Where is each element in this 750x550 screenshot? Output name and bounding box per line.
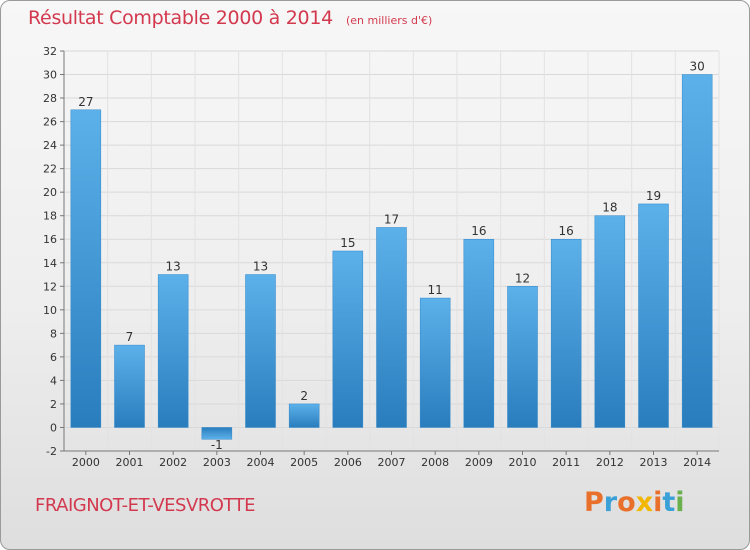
data-label: 2 <box>300 389 308 403</box>
bar <box>114 344 145 428</box>
y-tick-label: 10 <box>43 304 57 317</box>
chart-title: Résultat Comptable 2000 à 2014 <box>28 7 333 29</box>
y-tick-label: -2 <box>46 445 57 458</box>
bar <box>288 403 320 428</box>
data-label: 27 <box>78 95 93 109</box>
x-tick-label: 2006 <box>334 456 362 469</box>
bar <box>332 250 364 428</box>
bar <box>463 238 495 428</box>
data-label: 19 <box>646 189 661 203</box>
logo-letter: t <box>662 487 676 518</box>
logo-letter: P <box>584 487 604 518</box>
data-label: 13 <box>253 260 268 274</box>
y-tick-label: 6 <box>50 351 57 364</box>
data-label: 16 <box>559 224 574 238</box>
data-label: -1 <box>211 438 223 452</box>
bar <box>419 297 451 428</box>
y-tick-label: 18 <box>43 210 57 223</box>
bar <box>245 274 276 428</box>
y-tick-label: 22 <box>43 163 57 176</box>
x-tick-label: 2001 <box>116 456 144 469</box>
data-label: 17 <box>384 212 399 226</box>
data-label: 18 <box>602 201 617 215</box>
x-tick-label: 2011 <box>552 456 580 469</box>
chart-unit: (en milliers d'€) <box>345 14 433 27</box>
logo-letter: i <box>653 487 663 518</box>
y-tick-label: 28 <box>43 92 57 105</box>
x-tick-label: 2004 <box>247 456 275 469</box>
y-tick-label: 0 <box>50 421 57 434</box>
logo-letter: x <box>635 487 654 518</box>
x-tick-label: 2009 <box>465 456 493 469</box>
x-tick-label: 2008 <box>421 456 449 469</box>
x-tick-label: 2014 <box>683 456 711 469</box>
y-tick-label: 20 <box>43 186 57 199</box>
bar <box>201 427 233 440</box>
data-label: 13 <box>166 260 181 274</box>
y-tick-label: 16 <box>43 233 57 246</box>
x-tick-label: 2002 <box>159 456 187 469</box>
x-tick-label: 2003 <box>203 456 231 469</box>
y-tick-label: 4 <box>50 374 57 387</box>
bar <box>376 227 407 428</box>
data-label: 12 <box>515 271 530 285</box>
proxiti-logo: Proxiti <box>584 487 685 518</box>
y-tick-label: 8 <box>50 327 57 340</box>
logo-letter: o <box>617 487 636 518</box>
bar <box>638 203 669 428</box>
y-tick-label: 14 <box>43 257 57 270</box>
place-name: FRAIGNOT-ET-VESVROTTE <box>35 495 255 516</box>
data-label: 11 <box>428 283 443 297</box>
y-tick-label: 2 <box>50 398 57 411</box>
y-tick-label: 32 <box>43 45 57 58</box>
x-tick-label: 2010 <box>509 456 537 469</box>
y-tick-label: 12 <box>43 280 57 293</box>
x-tick-label: 2005 <box>290 456 318 469</box>
bar <box>550 238 582 428</box>
bar <box>70 109 102 428</box>
x-tick-label: 2000 <box>72 456 100 469</box>
x-tick-label: 2013 <box>640 456 668 469</box>
bar <box>681 74 713 428</box>
data-label: 7 <box>126 330 134 344</box>
y-tick-label: 24 <box>43 139 57 152</box>
bar <box>507 286 538 428</box>
y-tick-label: 30 <box>43 69 57 82</box>
logo-letter: r <box>603 487 618 518</box>
x-tick-label: 2007 <box>378 456 406 469</box>
y-tick-label: 26 <box>43 116 57 129</box>
chart-title-group: Résultat Comptable 2000 à 2014 (en milli… <box>28 7 432 29</box>
x-tick-label: 2012 <box>596 456 624 469</box>
data-label: 16 <box>471 224 486 238</box>
bar <box>594 215 626 428</box>
data-label: 30 <box>690 60 705 74</box>
logo-letter: i <box>675 487 685 518</box>
data-label: 15 <box>340 236 355 250</box>
bar <box>157 274 189 428</box>
